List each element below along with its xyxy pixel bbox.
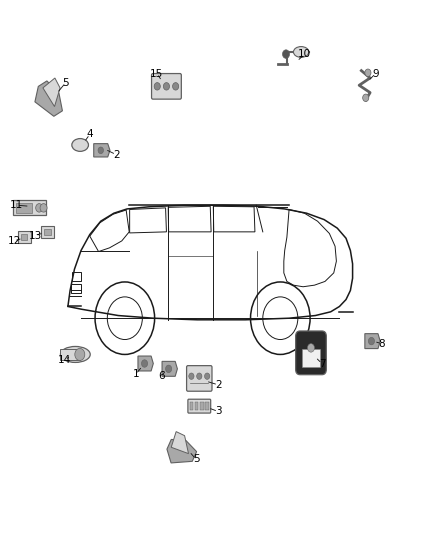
Circle shape (365, 69, 371, 76)
Circle shape (173, 83, 179, 90)
Text: 11: 11 (10, 200, 23, 210)
Circle shape (368, 337, 374, 345)
Text: 8: 8 (378, 339, 385, 349)
Text: 15: 15 (150, 69, 163, 78)
Bar (200, 402, 204, 410)
Text: 4: 4 (86, 130, 93, 139)
Bar (14, 200, 46, 215)
Ellipse shape (293, 46, 309, 58)
FancyBboxPatch shape (188, 399, 211, 413)
Text: 6: 6 (158, 371, 165, 381)
Bar (190, 402, 193, 410)
Text: 1: 1 (132, 369, 139, 379)
Bar (195, 402, 198, 410)
Text: 14: 14 (58, 355, 71, 365)
FancyBboxPatch shape (296, 331, 326, 375)
Polygon shape (171, 432, 188, 454)
Circle shape (283, 50, 290, 59)
Polygon shape (94, 144, 110, 157)
Text: 2: 2 (215, 380, 222, 390)
Bar (44, 229, 51, 235)
Circle shape (166, 365, 172, 373)
Bar (21, 235, 27, 240)
Polygon shape (43, 78, 60, 107)
Ellipse shape (72, 139, 88, 151)
Polygon shape (138, 356, 153, 371)
Polygon shape (365, 334, 380, 349)
Polygon shape (162, 361, 177, 376)
Text: 10: 10 (298, 50, 311, 59)
Bar (60, 349, 80, 360)
Circle shape (40, 204, 47, 212)
Circle shape (98, 147, 103, 154)
Bar (18, 231, 31, 243)
Text: 3: 3 (215, 407, 222, 416)
Text: 2: 2 (113, 150, 120, 159)
Circle shape (205, 373, 210, 379)
Text: 7: 7 (318, 359, 325, 368)
Circle shape (363, 94, 369, 101)
Polygon shape (167, 439, 197, 463)
Text: 13: 13 (28, 231, 42, 240)
Circle shape (189, 373, 194, 379)
Bar (41, 226, 54, 238)
Text: 5: 5 (62, 78, 69, 87)
Circle shape (163, 83, 170, 90)
FancyBboxPatch shape (152, 74, 181, 99)
Circle shape (197, 373, 202, 379)
Bar (302, 349, 320, 367)
Bar (205, 402, 209, 410)
FancyBboxPatch shape (187, 366, 212, 391)
Text: 12: 12 (7, 236, 21, 246)
Circle shape (75, 349, 85, 360)
Circle shape (307, 344, 314, 352)
Polygon shape (35, 81, 63, 116)
Text: 5: 5 (193, 455, 200, 464)
Circle shape (154, 83, 160, 90)
Circle shape (141, 360, 148, 367)
Text: 9: 9 (372, 69, 379, 78)
Circle shape (36, 204, 43, 212)
Ellipse shape (60, 346, 90, 362)
Bar (16, 203, 32, 213)
